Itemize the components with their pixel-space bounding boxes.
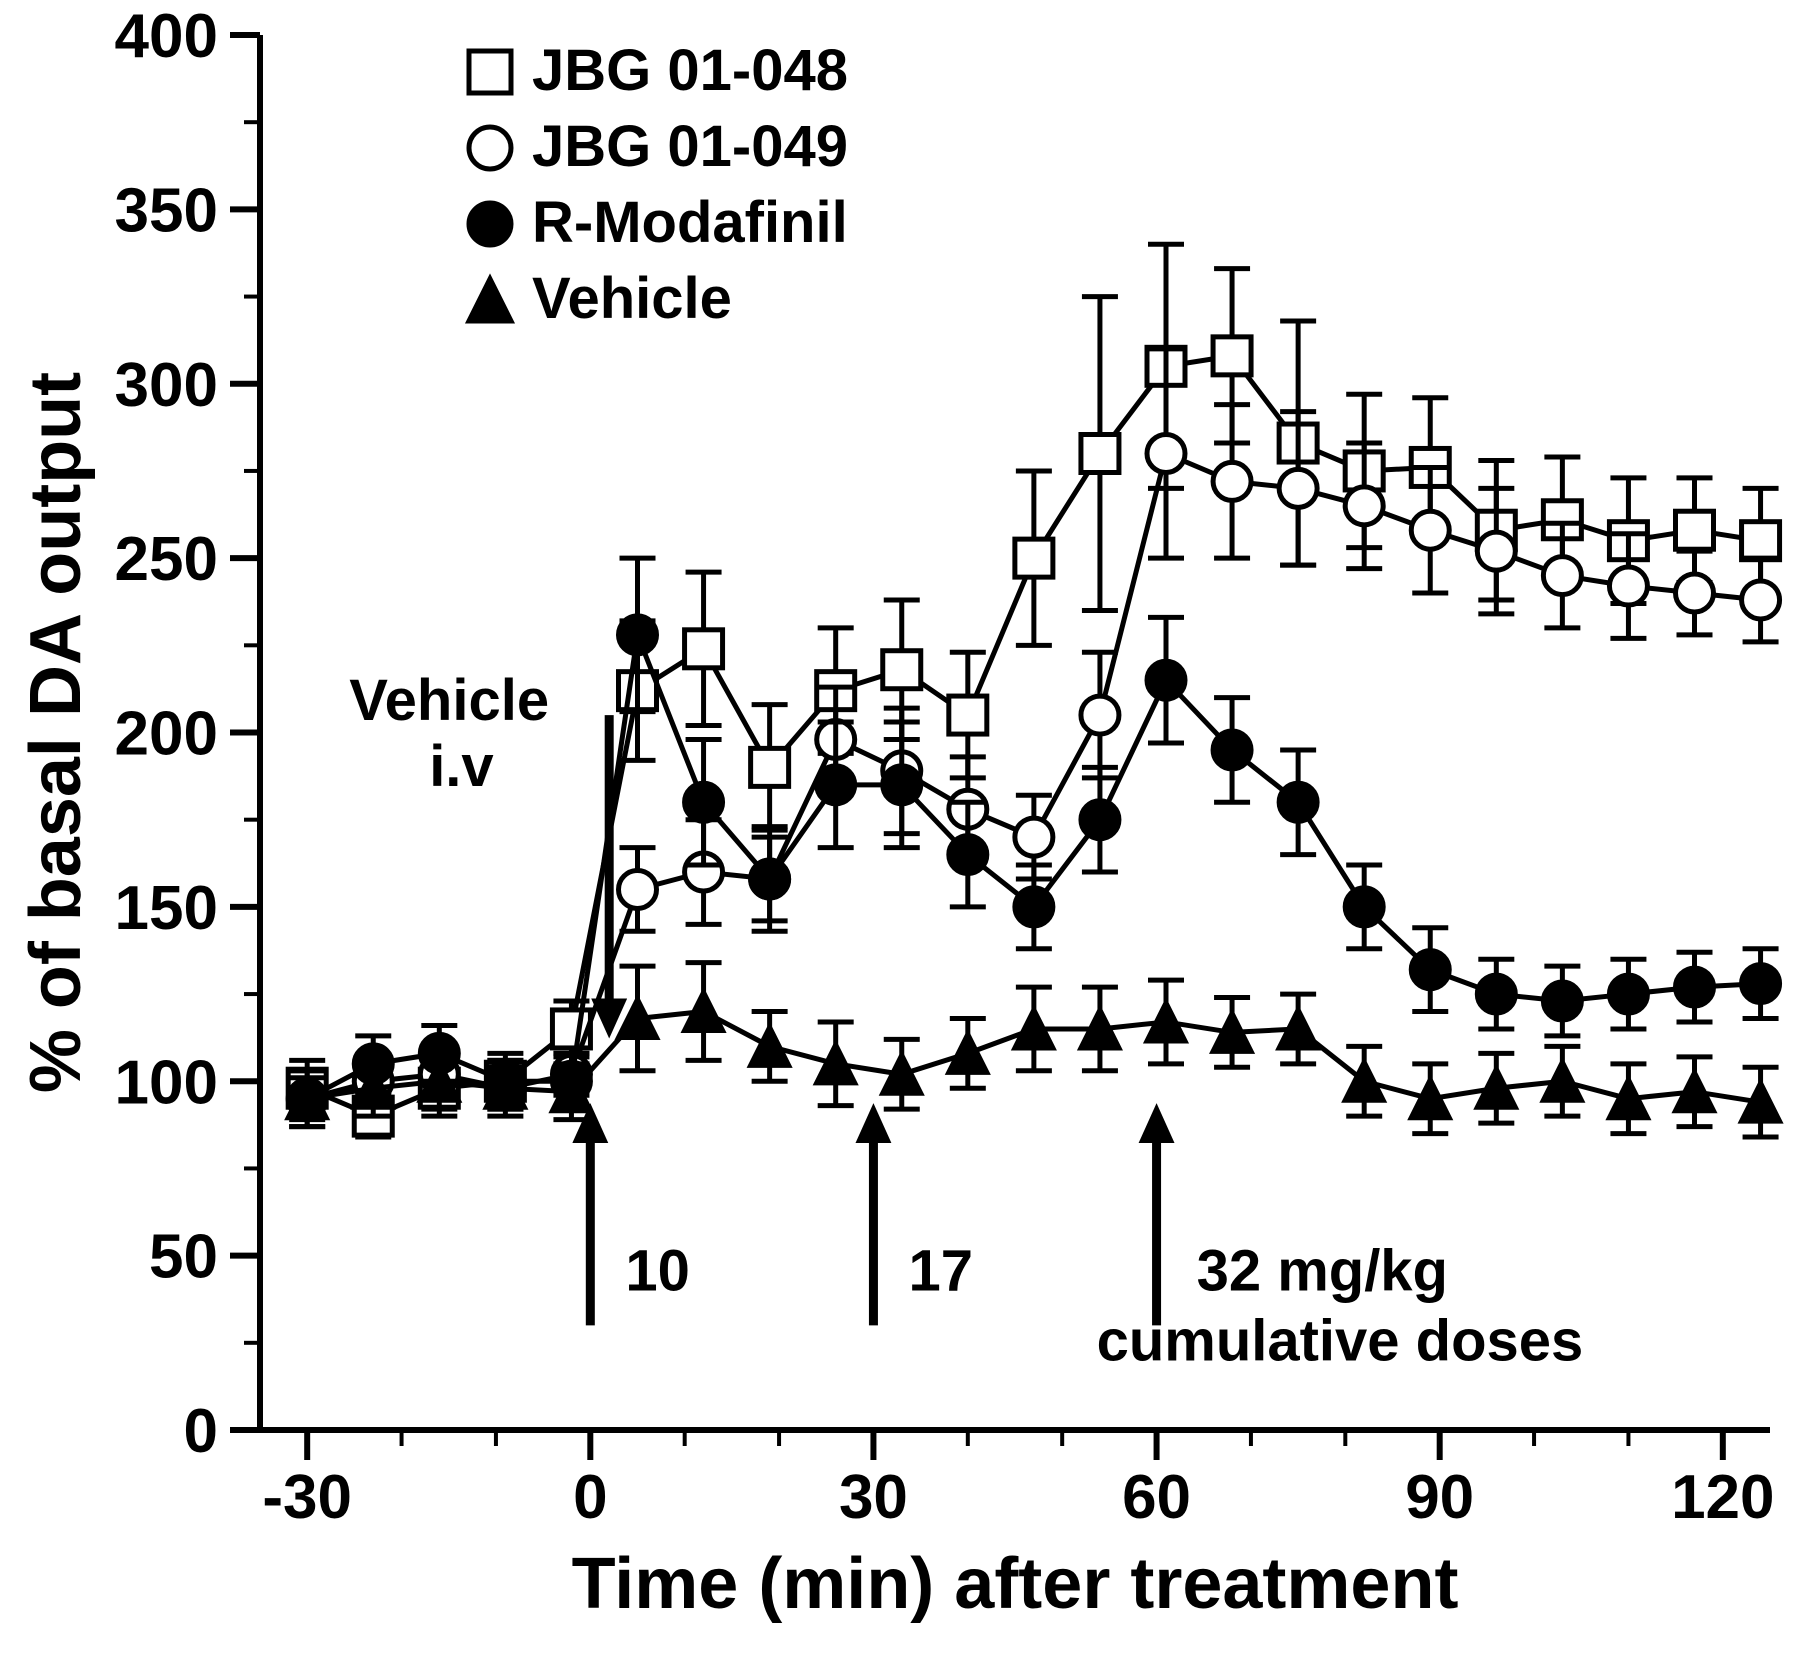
x-tick-label: 30	[839, 1463, 908, 1532]
marker-square	[469, 51, 511, 93]
marker-circle	[619, 616, 657, 654]
marker-circle	[1676, 574, 1714, 612]
annotation-vehicle: Vehicle	[349, 668, 549, 733]
annotation-dose-label2: cumulative doses	[1097, 1308, 1584, 1373]
x-tick-label: -30	[262, 1463, 352, 1532]
legend-item	[469, 127, 511, 169]
marker-triangle	[949, 1034, 987, 1072]
legend-label: JBG 01-048	[532, 38, 848, 103]
y-tick-label: 300	[115, 351, 218, 420]
legend-label: Vehicle	[532, 266, 732, 331]
marker-square	[883, 651, 921, 689]
marker-circle	[1345, 888, 1383, 926]
annotation-dose-label: 32 mg/kg	[1197, 1238, 1448, 1303]
marker-circle	[1279, 783, 1317, 821]
marker-circle	[1411, 511, 1449, 549]
marker-square	[1081, 435, 1119, 473]
y-tick-label: 0	[184, 1397, 218, 1466]
x-tick-label: 60	[1122, 1463, 1191, 1532]
marker-circle	[1411, 951, 1449, 989]
annotation-dose-label: 17	[908, 1238, 973, 1303]
marker-circle	[1213, 462, 1251, 500]
chart-container: { "chart": { "type": "line", "background…	[0, 0, 1800, 1663]
legend-item	[469, 51, 511, 93]
marker-square	[1213, 337, 1251, 375]
marker-circle	[883, 766, 921, 804]
marker-circle	[1676, 968, 1714, 1006]
marker-circle	[1742, 965, 1780, 1003]
x-tick-label: 120	[1671, 1463, 1774, 1532]
marker-circle	[1742, 581, 1780, 619]
legend-item	[469, 203, 511, 245]
marker-circle	[1081, 696, 1119, 734]
marker-square	[1742, 522, 1780, 560]
y-tick-label: 150	[115, 874, 218, 943]
marker-circle	[469, 203, 511, 245]
da-output-chart: 0 50 100 150 200 250 300 350 400 -30 0 30 60 90 120 Tim…	[0, 0, 1800, 1663]
marker-triangle	[469, 279, 511, 321]
y-tick-label: 100	[115, 1048, 218, 1117]
marker-circle	[619, 870, 657, 908]
marker-circle	[1345, 487, 1383, 525]
y-tick-label: 200	[115, 700, 218, 769]
marker-square	[949, 696, 987, 734]
y-tick-label: 250	[115, 525, 218, 594]
legend-label: R-Modafinil	[532, 190, 848, 255]
marker-circle	[1543, 557, 1581, 595]
marker-square	[1676, 511, 1714, 549]
marker-circle	[469, 127, 511, 169]
marker-circle	[1609, 567, 1647, 605]
y-axis-label: % of basal DA output	[16, 372, 96, 1093]
marker-circle	[1147, 661, 1185, 699]
y-tick-label: 50	[149, 1223, 218, 1292]
annotation-dose-label: 10	[625, 1238, 690, 1303]
marker-circle	[949, 836, 987, 874]
marker-circle	[1543, 982, 1581, 1020]
marker-circle	[1081, 801, 1119, 839]
y-tick-label: 400	[115, 2, 218, 71]
marker-circle	[1213, 731, 1251, 769]
marker-square	[1015, 539, 1053, 577]
marker-triangle	[751, 1027, 789, 1065]
x-tick-label: 0	[573, 1463, 607, 1532]
marker-circle	[1477, 975, 1515, 1013]
legend-label: JBG 01-049	[532, 114, 848, 179]
marker-circle	[751, 860, 789, 898]
x-axis-label: Time (min) after treatment	[572, 1544, 1459, 1624]
marker-circle	[1279, 469, 1317, 507]
marker-circle	[1609, 975, 1647, 1013]
marker-circle	[1147, 435, 1185, 473]
marker-square	[751, 748, 789, 786]
marker-circle	[685, 783, 723, 821]
y-tick-label: 350	[115, 176, 218, 245]
marker-circle	[1015, 888, 1053, 926]
marker-circle	[1015, 818, 1053, 856]
annotation-iv: i.v	[429, 734, 494, 799]
legend-item	[469, 279, 511, 321]
marker-circle	[1477, 532, 1515, 570]
x-tick-label: 90	[1405, 1463, 1474, 1532]
marker-circle	[817, 766, 855, 804]
marker-square	[685, 630, 723, 668]
